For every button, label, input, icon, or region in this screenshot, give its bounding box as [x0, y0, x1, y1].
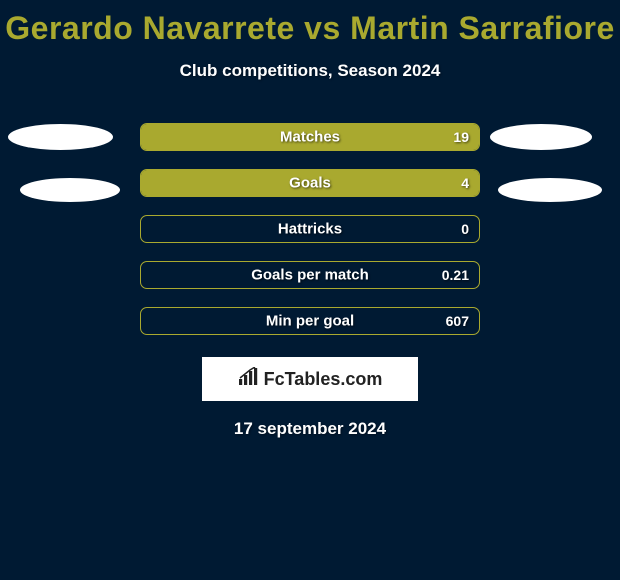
stat-row: Hattricks 0 [140, 215, 480, 243]
stat-value: 0 [461, 221, 469, 237]
date-text: 17 september 2024 [0, 419, 620, 439]
decorative-ellipse [20, 178, 120, 202]
stat-label: Goals [289, 175, 331, 192]
stat-row: Goals per match 0.21 [140, 261, 480, 289]
stats-container: Matches 19 Goals 4 Hattricks 0 Goals per match… [0, 123, 620, 335]
logo-text: FcTables.com [264, 369, 383, 390]
stat-label: Min per goal [266, 313, 354, 330]
stat-label: Matches [280, 129, 340, 146]
comparison-subtitle: Club competitions, Season 2024 [0, 61, 620, 81]
stat-row: Matches 19 [140, 123, 480, 151]
bar-chart-icon [238, 367, 260, 392]
stat-value: 19 [453, 129, 469, 145]
stat-value: 4 [461, 175, 469, 191]
decorative-ellipse [490, 124, 592, 150]
stat-label: Hattricks [278, 221, 342, 238]
logo-box: FcTables.com [202, 357, 418, 401]
infographic-background: Gerardo Navarrete vs Martin Sarrafiore C… [0, 0, 620, 580]
decorative-ellipse [498, 178, 602, 202]
stat-row: Goals 4 [140, 169, 480, 197]
decorative-ellipse [8, 124, 113, 150]
stat-label: Goals per match [251, 267, 369, 284]
stat-value: 607 [446, 313, 469, 329]
comparison-title: Gerardo Navarrete vs Martin Sarrafiore [0, 0, 620, 47]
stat-value: 0.21 [442, 267, 469, 283]
stat-row: Min per goal 607 [140, 307, 480, 335]
